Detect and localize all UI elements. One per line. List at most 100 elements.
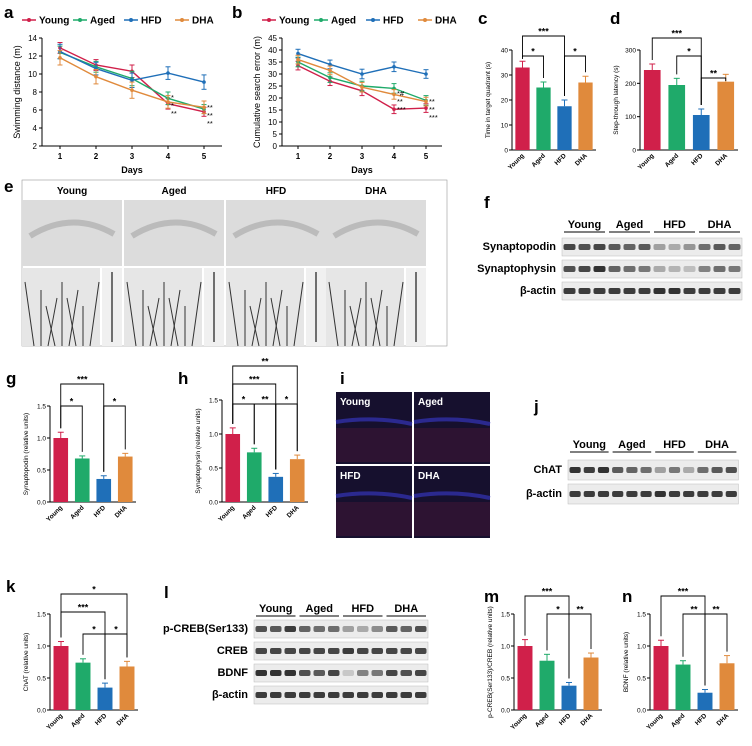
- blot-group-young: Young: [573, 439, 606, 451]
- bar-hfd: [96, 478, 112, 502]
- blot-band: [255, 626, 267, 632]
- dendrite: [370, 297, 381, 347]
- blot-band: [357, 692, 369, 698]
- significance-bracket: [568, 613, 592, 679]
- blot-strip: [561, 237, 743, 257]
- y-tick-label: 0.5: [637, 676, 646, 683]
- y-axis-label: Step-through latency (s): [613, 65, 620, 134]
- dendrite: [272, 289, 283, 347]
- data-point: [424, 106, 428, 110]
- blot-band: [400, 670, 412, 676]
- legend-marker: [319, 18, 323, 22]
- blot-band: [284, 648, 296, 654]
- x-tick-label: 4: [166, 152, 171, 161]
- blot-band: [728, 288, 741, 294]
- dendrite: [47, 297, 58, 347]
- blot-band: [415, 692, 427, 698]
- fluorescence-image-aged: [414, 392, 490, 464]
- y-tick-label: 1.5: [37, 404, 46, 411]
- blot-group-dha: DHA: [394, 603, 418, 615]
- blot-band: [597, 467, 610, 473]
- y-axis-label: ChAT (relative units): [23, 633, 30, 692]
- nuclei-layer: [413, 417, 491, 426]
- blot-band: [668, 244, 681, 250]
- y-axis-label: p-CREB(Ser133)/CREB (relative units): [487, 606, 494, 718]
- data-point: [130, 88, 134, 92]
- panel-l-western-blot: Young Aged HFD DHA p-CREB(Ser133) CREB BDNF β-a…: [163, 603, 429, 705]
- blot-band: [342, 626, 354, 632]
- y-tick-label: 300: [625, 48, 636, 55]
- blot-band: [299, 692, 311, 698]
- panel-letter-f: f: [484, 193, 490, 212]
- hippocampus-band: [332, 219, 420, 239]
- blot-band: [400, 648, 412, 654]
- legend-label: Aged: [331, 16, 356, 27]
- blot-band: [654, 491, 666, 497]
- x-tick-label: 2: [94, 152, 99, 161]
- blot-band: [638, 288, 651, 294]
- hippocampus-band: [130, 219, 218, 239]
- significance-mark: ***: [397, 105, 406, 114]
- blot-group-aged: Aged: [306, 603, 334, 615]
- x-tick-label: HFD: [93, 504, 108, 519]
- y-tick-label: 5: [273, 130, 278, 139]
- significance-mark: ***: [542, 587, 553, 597]
- blot-band: [357, 626, 369, 632]
- y-tick-label: 0: [632, 148, 636, 155]
- blot-band: [683, 288, 696, 294]
- dendrite: [45, 305, 56, 347]
- panel-letter-e: e: [4, 177, 13, 196]
- y-tick-label: 0.5: [501, 676, 510, 683]
- blot-band: [668, 288, 681, 294]
- dendrite: [68, 289, 79, 347]
- bar-dha: [578, 82, 593, 150]
- hippocampus-band: [232, 219, 320, 239]
- blot-band: [623, 244, 636, 250]
- x-tick-label: Aged: [670, 712, 686, 728]
- blot-band: [313, 626, 325, 632]
- blot-strip: [567, 483, 739, 505]
- significance-mark: *: [687, 47, 691, 57]
- hippocampus-band: [28, 219, 116, 239]
- blot-band: [578, 288, 591, 294]
- significance-mark: *: [92, 625, 96, 635]
- x-tick-label: Aged: [534, 712, 550, 728]
- blot-band: [255, 670, 267, 676]
- blot-group-dha: DHA: [705, 439, 729, 451]
- blot-band: [386, 692, 398, 698]
- blot-band: [593, 288, 606, 294]
- blot-band: [313, 692, 325, 698]
- blot-strip: [253, 619, 429, 639]
- significance-mark: *: [70, 397, 74, 407]
- y-tick-label: 0.5: [37, 468, 46, 475]
- chat-signal: [336, 502, 412, 536]
- blot-band: [683, 467, 695, 473]
- chart-k-chat: 0.0 0.5 1.0 1.5 Young Aged HFD DHA ChAT (relativ…: [23, 585, 138, 731]
- nuclei-layer: [335, 417, 413, 426]
- blot-band: [386, 648, 398, 654]
- blot-band: [299, 670, 311, 676]
- blot-band: [640, 467, 652, 473]
- y-tick-label: 0.0: [37, 500, 46, 507]
- y-tick-label: 10: [501, 123, 509, 130]
- data-point: [202, 105, 206, 110]
- blot-row-label: CREB: [217, 645, 248, 657]
- data-point: [424, 72, 428, 76]
- blot-band: [415, 648, 427, 654]
- chart-h-synaptophysin: 0.0 0.5 1.0 1.5 Young Aged HFD DHA Synaptophysin…: [195, 357, 308, 523]
- dendrite: [149, 297, 160, 347]
- data-point: [392, 65, 396, 69]
- significance-mark: *: [556, 605, 560, 615]
- blot-band: [371, 670, 383, 676]
- y-tick-label: 0: [273, 142, 278, 151]
- y-tick-label: 0: [504, 148, 508, 155]
- data-point: [328, 62, 332, 67]
- dendrite: [351, 297, 362, 347]
- dendrite: [168, 297, 179, 347]
- y-tick-label: 1.0: [37, 644, 46, 651]
- chat-signal: [414, 428, 490, 462]
- micrograph-label-dha: DHA: [365, 186, 387, 197]
- blot-band: [583, 491, 595, 497]
- blot-row-label: β-actin: [212, 689, 248, 701]
